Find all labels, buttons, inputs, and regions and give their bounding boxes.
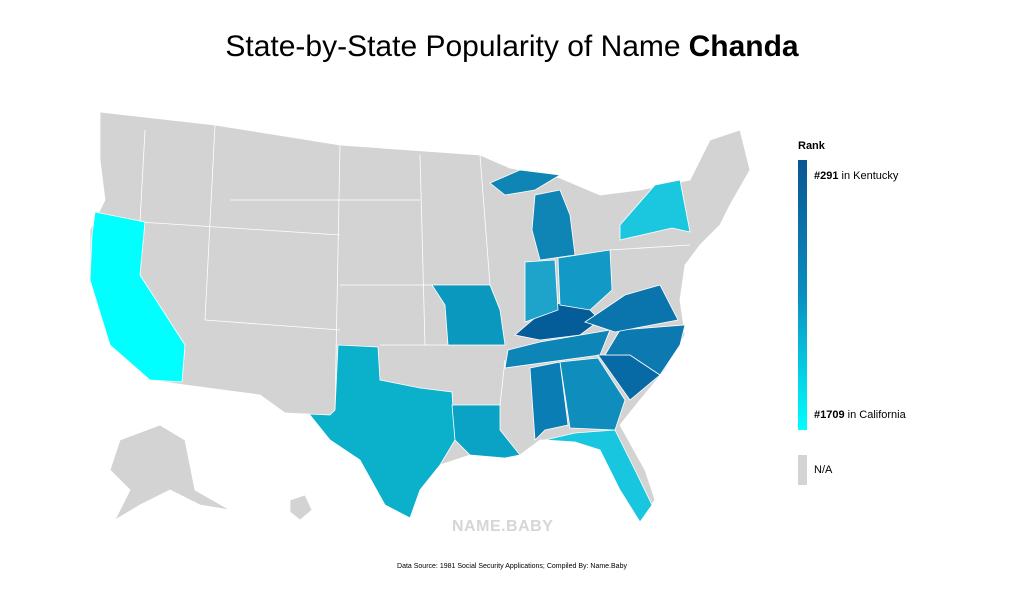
state-ak — [109, 424, 231, 522]
legend-bottom-label: in California — [847, 409, 906, 421]
state-mi-up — [489, 169, 562, 196]
legend-title: Rank — [798, 140, 825, 152]
legend-bottom-rank: #1709 — [814, 409, 845, 421]
state-ca — [89, 211, 186, 383]
state-ny — [619, 179, 691, 241]
state-tn — [504, 329, 611, 369]
state-ga — [559, 357, 626, 431]
state-lines — [139, 124, 691, 411]
state-in — [524, 259, 559, 323]
state-fl — [544, 429, 653, 523]
state-oh — [557, 249, 613, 311]
legend-bottom: #1709 in California — [814, 409, 906, 421]
title-name: Chanda — [688, 30, 799, 63]
state-tx — [284, 344, 456, 519]
legend-top: #291 in Kentucky — [814, 170, 898, 182]
state-la — [451, 404, 521, 459]
legend-na-swatch — [798, 455, 807, 485]
state-mo — [431, 284, 506, 346]
legend-top-label: in Kentucky — [841, 170, 899, 182]
state-va — [584, 284, 679, 333]
title-text: State-by-State Popularity of Name — [225, 30, 681, 63]
state-hi — [289, 494, 313, 521]
legend-gradient — [798, 160, 807, 430]
title: State-by-State Popularity of Name Chanda — [0, 30, 1024, 64]
state-al — [529, 361, 569, 441]
legend-top-rank: #291 — [814, 170, 839, 182]
legend-na: N/A — [814, 464, 833, 476]
watermark: NAME.BABY — [452, 518, 554, 535]
footer: Data Source: 1981 Social Security Applic… — [397, 563, 627, 570]
